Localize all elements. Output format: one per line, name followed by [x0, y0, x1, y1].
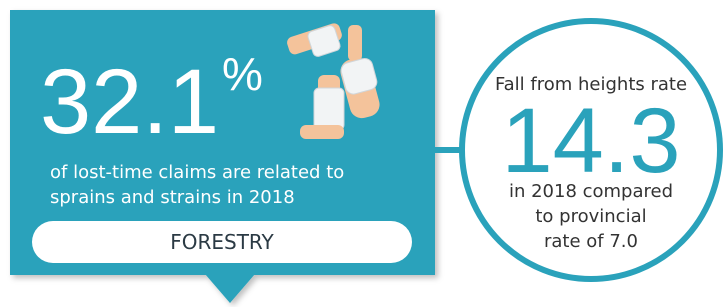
caption-line: sprains and strains in 2018 [50, 187, 295, 208]
page: 32.1 % of lost-time claims are related t… [0, 0, 725, 307]
ankle-bandage [314, 88, 344, 130]
circle-stat: 14.3 [501, 90, 680, 192]
circle-detail: to provincial [535, 206, 646, 227]
circle-detail: rate of 7.0 [544, 231, 638, 252]
infographic: 32.1 % of lost-time claims are related t… [0, 0, 725, 307]
circle-detail: in 2018 compared [509, 181, 673, 202]
wrist-icon [348, 25, 362, 61]
sector-label: FORESTRY [170, 230, 274, 254]
panel-pointer [205, 274, 255, 303]
main-stat: 32.1 [40, 51, 219, 153]
foot-icon [300, 125, 344, 139]
stat-unit: % [222, 48, 263, 100]
caption-line: of lost-time claims are related to [50, 162, 344, 183]
